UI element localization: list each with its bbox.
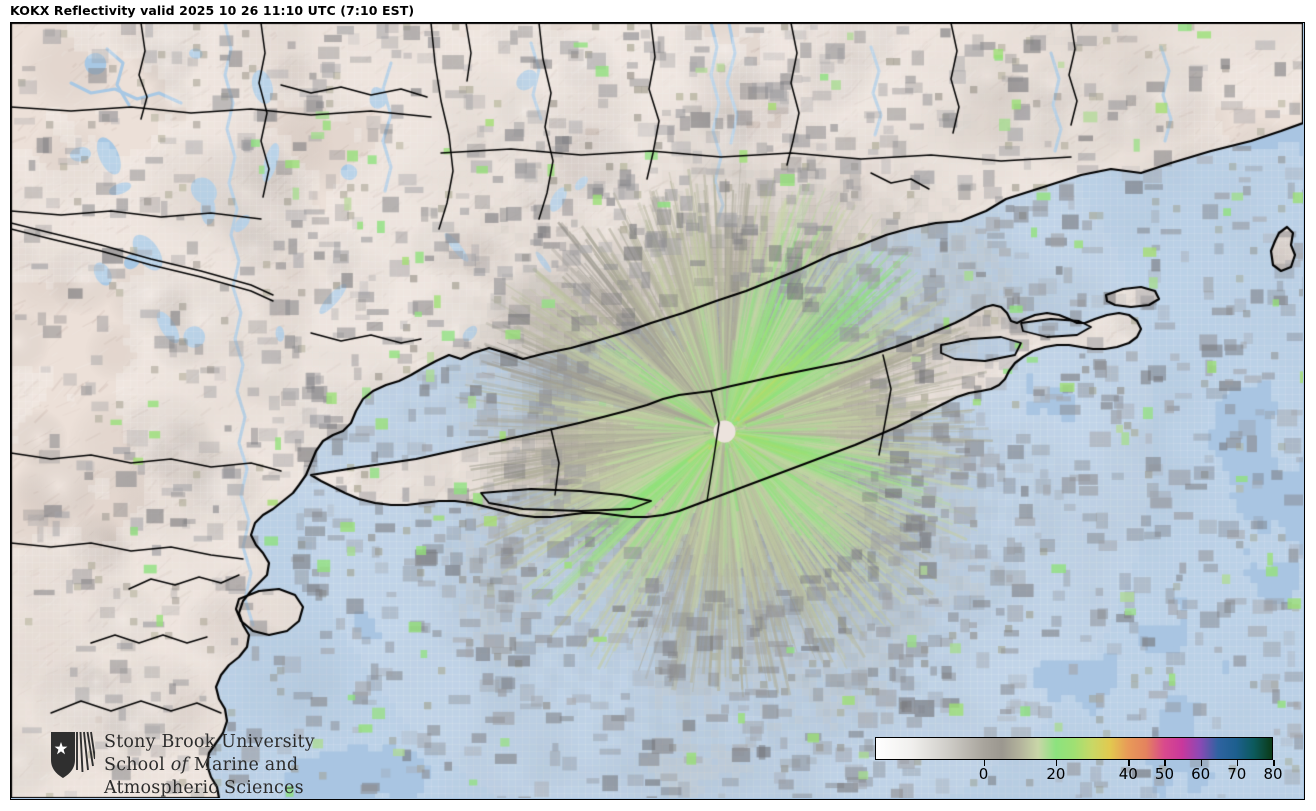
stony-brook-logo: Stony Brook University School of Marine … bbox=[49, 727, 349, 799]
colorbar-tick-label: 80 bbox=[1263, 765, 1283, 783]
radar-map-panel[interactable]: 0 20 40 50 60 70 80 Stony Brook University Sch… bbox=[10, 22, 1305, 800]
logo-line-3: Atmospheric Sciences bbox=[104, 777, 304, 798]
colorbar-gradient-box bbox=[875, 737, 1273, 760]
colorbar-ticks bbox=[875, 760, 1275, 767]
shield-icon bbox=[51, 731, 95, 778]
colorbar-tick-label: 0 bbox=[978, 765, 989, 783]
colorbar-tick bbox=[1055, 760, 1058, 766]
colorbar-tick-label: 20 bbox=[1046, 765, 1066, 783]
colorbar-tick-label: 40 bbox=[1118, 765, 1138, 783]
colorbar-tick-label: 60 bbox=[1191, 765, 1211, 783]
colorbar-tick bbox=[1200, 760, 1203, 766]
colorbar-tick bbox=[983, 760, 986, 766]
logo-wordmark: Stony Brook University School of Marine … bbox=[104, 727, 315, 799]
colorbar-tick bbox=[1236, 760, 1239, 766]
colorbar-gradient bbox=[876, 738, 1272, 759]
page-title: KOKX Reflectivity valid 2025 10 26 11:10… bbox=[10, 3, 415, 18]
radar-map-canvas[interactable] bbox=[11, 23, 1304, 799]
colorbar-tick bbox=[1128, 760, 1130, 766]
colorbar-tick bbox=[1164, 760, 1166, 766]
logo-line-2-of: of bbox=[170, 754, 189, 775]
logo-line-2: School of Marine and bbox=[104, 754, 315, 777]
logo-line-2-school: School bbox=[104, 754, 165, 775]
colorbar-tick-labels: 0 20 40 50 60 70 80 bbox=[875, 765, 1283, 787]
reflectivity-colorbar: 0 20 40 50 60 70 80 bbox=[875, 737, 1283, 789]
colorbar-tick-label: 70 bbox=[1227, 765, 1247, 783]
political-boundary-layer bbox=[11, 23, 1303, 798]
colorbar-tick bbox=[1273, 760, 1275, 766]
logo-line-1: Stony Brook University bbox=[104, 732, 315, 752]
colorbar-tick-label: 50 bbox=[1154, 765, 1174, 783]
logo-line-2-marine: Marine and bbox=[193, 754, 299, 775]
